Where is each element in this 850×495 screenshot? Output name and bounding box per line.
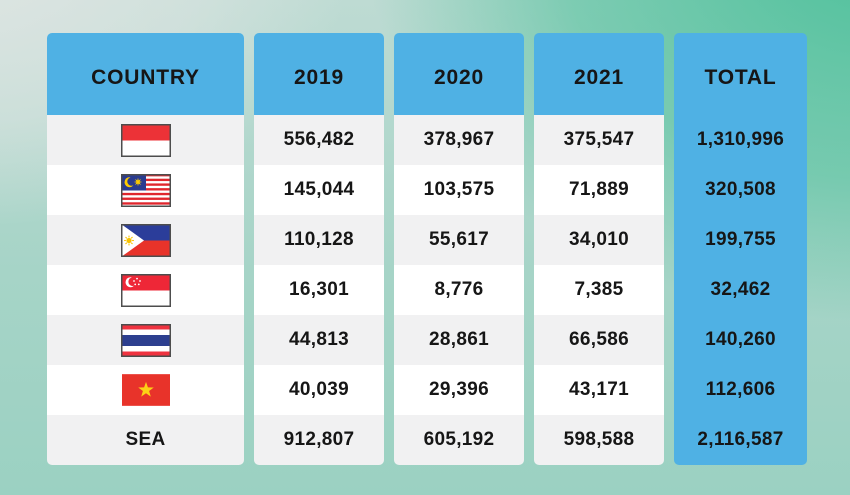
indonesia-2019-value: 556,482 [254,115,384,165]
philippines-2021-value: 34,010 [534,215,664,265]
singapore-country-cell [47,265,244,315]
malaysia-2021-value: 71,889 [534,165,664,215]
singapore-2019-value: 16,301 [254,265,384,315]
malaysia-total-value: 320,508 [674,165,807,215]
indonesia-2021-value: 375,547 [534,115,664,165]
sea-2021-value: 598,588 [534,415,664,465]
singapore-total-value: 32,462 [674,265,807,315]
singapore-2021-value: 7,385 [534,265,664,315]
philippines-flag-icon [120,223,171,257]
singapore-flag-icon [120,273,171,307]
thailand-2019-value: 44,813 [254,315,384,365]
malaysia-2019-value: 145,044 [254,165,384,215]
indonesia-2020-value: 378,967 [394,115,524,165]
vietnam-2020-value: 29,396 [394,365,524,415]
thailand-total-value: 140,260 [674,315,807,365]
column-header-total: TOTAL [674,33,807,115]
malaysia-2020-value: 103,575 [394,165,524,215]
thailand-country-cell [47,315,244,365]
vietnam-2021-value: 43,171 [534,365,664,415]
vietnam-2019-value: 40,039 [254,365,384,415]
vietnam-country-cell [47,365,244,415]
indonesia-flag-icon [120,123,171,157]
column-header-2021: 2021 [534,33,664,115]
thailand-2021-value: 66,586 [534,315,664,365]
column-header-2019: 2019 [254,33,384,115]
column-header-country: COUNTRY [47,33,244,115]
philippines-2020-value: 55,617 [394,215,524,265]
philippines-country-cell [47,215,244,265]
thailand-2020-value: 28,861 [394,315,524,365]
sea-2020-value: 605,192 [394,415,524,465]
thailand-flag-icon [120,323,171,357]
sea-total-value: 2,116,587 [674,415,807,465]
vietnam-flag-icon [121,374,170,406]
indonesia-total-value: 1,310,996 [674,115,807,165]
sea-row-label: SEA [47,415,244,465]
philippines-total-value: 199,755 [674,215,807,265]
malaysia-flag-icon [120,173,171,207]
sea-visitors-table: COUNTRY 2019 2020 2021 TOTAL 556,482 378… [47,33,807,465]
column-header-2020: 2020 [394,33,524,115]
singapore-2020-value: 8,776 [394,265,524,315]
vietnam-total-value: 112,606 [674,365,807,415]
sea-2019-value: 912,807 [254,415,384,465]
philippines-2019-value: 110,128 [254,215,384,265]
indonesia-country-cell [47,115,244,165]
malaysia-country-cell [47,165,244,215]
